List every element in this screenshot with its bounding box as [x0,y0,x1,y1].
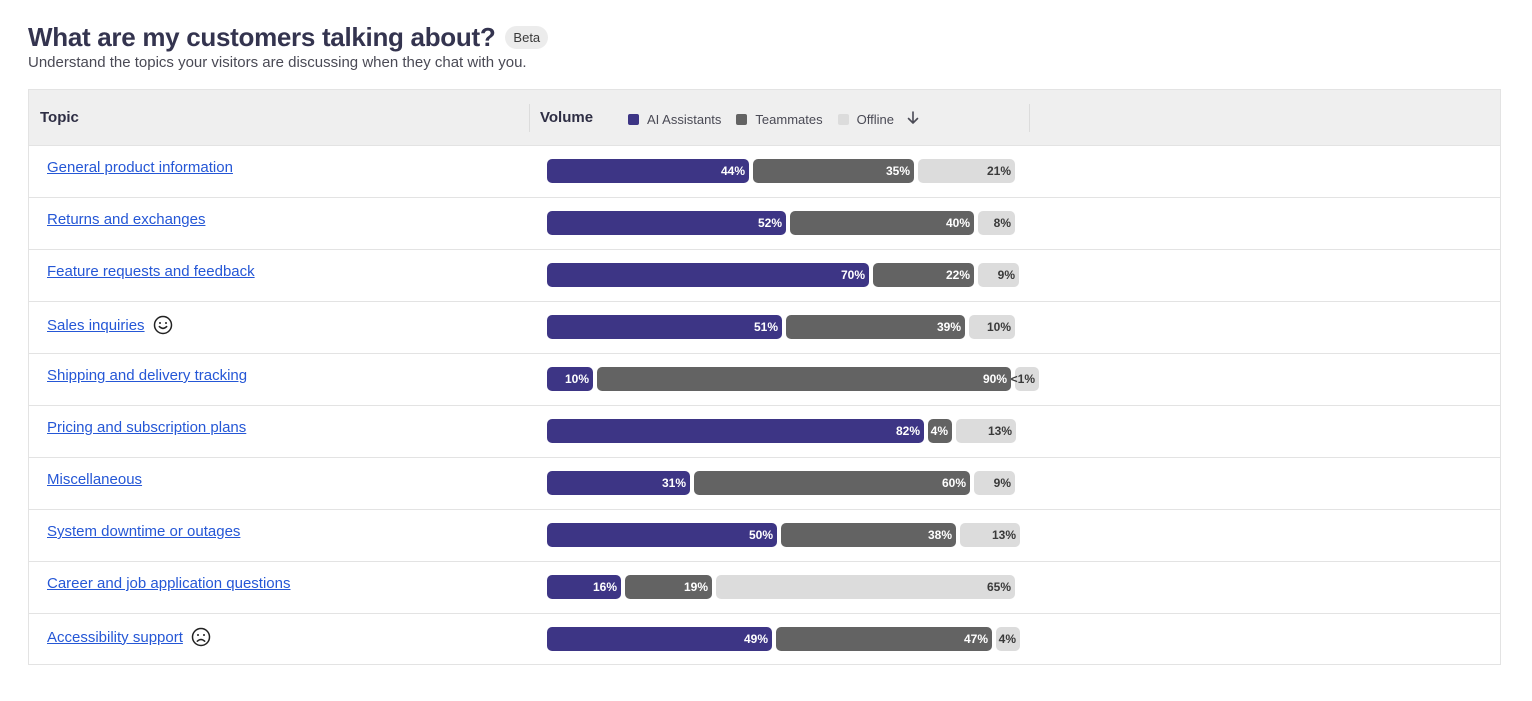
topic-link[interactable]: Miscellaneous [47,471,143,488]
legend-label-offline: Offline [856,112,894,127]
offline-segment[interactable]: 13% [956,419,1016,443]
offline-segment[interactable]: 8% [978,211,1015,235]
happy-face-icon [153,315,173,335]
title-row: What are my customers talking about? Bet… [28,20,549,54]
table-row: Feature requests and feedback 70% 22% 9% [29,250,1500,302]
topic-cell: Pricing and subscription plans [47,419,246,436]
topic-cell: Accessibility support [47,627,211,647]
offline-segment[interactable]: <1% [1011,367,1039,391]
teammates-segment[interactable]: 22% [873,263,974,287]
topic-link[interactable]: Pricing and subscription plans [47,419,247,436]
topic-cell: Career and job application questions [47,575,291,592]
volume-bar: 70% 22% 9% [547,263,1023,287]
table-header: Topic Volume AI Assistants Teammates Off… [29,90,1500,146]
volume-bar: 52% 40% 8% [547,211,1019,235]
volume-bar: 49% 47% 4% [547,627,1024,651]
legend-label-teammates: Teammates [755,112,823,127]
topic-cell: General product information [47,159,233,176]
volume-bar: 31% 60% 9% [547,471,1019,495]
column-header-volume[interactable]: Volume [540,109,594,126]
teammates-segment[interactable]: 40% [790,211,974,235]
ai-segment[interactable]: 50% [547,523,777,547]
offline-segment[interactable]: 65% [716,575,1015,599]
legend-label-ai: AI Assistants [647,112,722,127]
sort-descending-icon[interactable] [906,110,920,129]
topic-link[interactable]: Returns and exchanges [47,211,206,228]
offline-segment[interactable]: 21% [918,159,1015,183]
table-row: Accessibility support 49% 47% 4% [29,614,1500,666]
table-row: Miscellaneous 31% 60% 9% [29,458,1500,510]
table-row: General product information 44% 35% 21% [29,146,1500,198]
ai-segment[interactable]: 16% [547,575,621,599]
table-row: Career and job application questions 16% 1… [29,562,1500,614]
table-row: Returns and exchanges 52% 40% 8% [29,198,1500,250]
topic-cell: System downtime or outages [47,523,240,540]
table-row: System downtime or outages 50% 38% 13% [29,510,1500,562]
table-body: General product information 44% 35% 21% Retu… [29,146,1500,666]
teammates-segment[interactable]: 19% [625,575,712,599]
ai-segment[interactable]: 44% [547,159,749,183]
teammates-swatch-icon [736,114,748,125]
legend-item-offline: Offline [837,112,894,127]
offline-segment[interactable]: 4% [996,627,1020,651]
teammates-segment[interactable]: 90% [597,367,1011,391]
ai-segment[interactable]: 82% [547,419,924,443]
table-row: Pricing and subscription plans 82% 4% 13% [29,406,1500,458]
sad-face-icon [191,627,211,647]
teammates-segment[interactable]: 35% [753,159,914,183]
offline-swatch-icon [837,114,849,125]
page-subtitle: Understand the topics your visitors are … [28,54,527,71]
volume-bar: 51% 39% 10% [547,315,1019,339]
topic-link[interactable]: Sales inquiries [47,316,145,334]
table-row: Shipping and delivery tracking 10% 90% <1% [29,354,1500,406]
column-divider [1029,104,1030,132]
ai-segment[interactable]: 52% [547,211,786,235]
column-divider [529,104,530,132]
volume-bar: 16% 19% 65% [547,575,1019,599]
ai-segment[interactable]: 70% [547,263,869,287]
topic-link[interactable]: Career and job application questions [47,575,291,592]
ai-swatch-icon [628,114,639,125]
teammates-segment[interactable]: 38% [781,523,956,547]
legend-item-teammates: Teammates [736,112,823,127]
offline-segment[interactable]: 13% [960,523,1020,547]
teammates-segment[interactable]: 4% [928,419,952,443]
topic-cell: Sales inquiries [47,315,173,335]
ai-segment[interactable]: 31% [547,471,690,495]
volume-bar: 44% 35% 21% [547,159,1019,183]
page-title: What are my customers talking about? [28,21,496,52]
topic-link[interactable]: Feature requests and feedback [47,263,255,280]
topics-table: Topic Volume AI Assistants Teammates Off… [28,89,1501,665]
table-row: Sales inquiries 51% 39% 10% [29,302,1500,354]
volume-legend: AI Assistants Teammates Offline [628,110,920,129]
volume-bar: 50% 38% 13% [547,523,1024,547]
topic-cell: Returns and exchanges [47,211,205,228]
topic-link[interactable]: General product information [47,159,233,176]
ai-segment[interactable]: 10% [547,367,593,391]
offline-segment[interactable]: 9% [978,263,1019,287]
offline-segment[interactable]: 10% [969,315,1015,339]
topic-link[interactable]: System downtime or outages [47,523,241,540]
topic-link[interactable]: Shipping and delivery tracking [47,367,248,384]
teammates-segment[interactable]: 39% [786,315,965,339]
legend-item-ai: AI Assistants [628,112,721,127]
topic-link[interactable]: Accessibility support [47,628,183,646]
offline-segment[interactable]: 9% [974,471,1015,495]
teammates-segment[interactable]: 47% [776,627,992,651]
beta-badge: Beta [505,25,549,49]
volume-bar: 82% 4% 13% [547,419,1020,443]
volume-bar: 10% 90% <1% [547,367,1043,391]
column-header-topic[interactable]: Topic [40,109,79,126]
topic-cell: Shipping and delivery tracking [47,367,247,384]
teammates-segment[interactable]: 60% [694,471,970,495]
ai-segment[interactable]: 49% [547,627,772,651]
page-header: What are my customers talking about? Bet… [28,20,549,71]
ai-segment[interactable]: 51% [547,315,782,339]
topic-cell: Miscellaneous [47,471,142,488]
topic-cell: Feature requests and feedback [47,263,255,280]
